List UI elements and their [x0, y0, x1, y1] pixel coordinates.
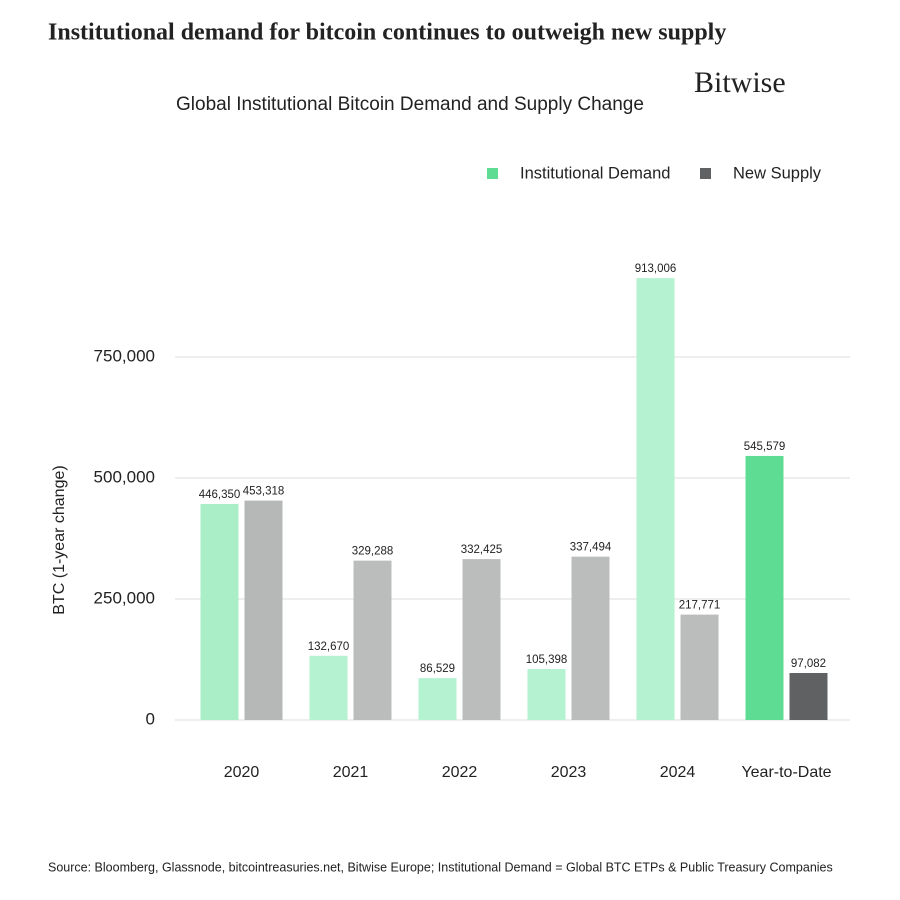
source-note: Source: Bloomberg, Glassnode, bitcointre…: [48, 860, 833, 874]
value-label: 446,350: [199, 489, 241, 501]
bar: [571, 556, 610, 720]
y-tick-label: 0: [146, 709, 155, 728]
bar: [527, 668, 566, 720]
legend-swatch: [487, 168, 498, 179]
bar: [200, 503, 239, 720]
value-label: 337,494: [570, 542, 612, 554]
value-label: 453,318: [243, 486, 285, 498]
value-label: 545,579: [744, 441, 786, 453]
value-label: 86,529: [420, 663, 455, 675]
bar: [309, 655, 348, 720]
value-label: 217,771: [679, 600, 721, 612]
chart-title: Institutional demand for bitcoin continu…: [48, 20, 726, 46]
y-tick-label: 500,000: [94, 467, 155, 486]
value-label: 329,288: [352, 546, 394, 558]
bar: [462, 559, 501, 720]
legend-swatch: [700, 168, 711, 179]
x-tick-label: 2021: [333, 764, 369, 781]
y-tick-label: 250,000: [94, 588, 155, 607]
legend-label: Institutional Demand: [520, 164, 670, 182]
bar: [353, 560, 392, 720]
value-label: 332,425: [461, 544, 503, 556]
x-tick-label: Year-to-Date: [741, 764, 831, 781]
bar: [680, 614, 719, 720]
value-label: 97,082: [791, 658, 826, 670]
bar: [244, 500, 283, 720]
brand: Bitwise: [694, 66, 786, 99]
x-tick-label: 2023: [551, 764, 587, 781]
x-tick-label: 2020: [224, 764, 260, 781]
x-tick-label: 2024: [660, 764, 696, 781]
value-label: 132,670: [308, 641, 350, 653]
bar: [636, 278, 675, 720]
value-label: 913,006: [635, 263, 677, 275]
value-label: 105,398: [526, 654, 568, 666]
bar: [418, 678, 457, 720]
y-axis-label: BTC (1-year change): [51, 465, 68, 614]
legend-label: New Supply: [733, 164, 822, 182]
y-tick-label: 750,000: [94, 346, 155, 365]
chart-subtitle: Global Institutional Bitcoin Demand and …: [176, 94, 644, 115]
bar: [745, 455, 784, 720]
bar: [789, 673, 828, 720]
x-tick-label: 2022: [442, 764, 478, 781]
